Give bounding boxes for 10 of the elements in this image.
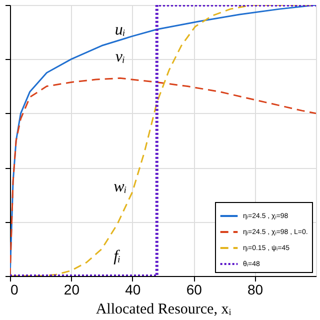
x-tick-label: 20 bbox=[64, 282, 80, 298]
x-tick-label: 60 bbox=[186, 282, 202, 298]
annotation: wᵢ bbox=[114, 178, 127, 196]
annotation: uᵢ bbox=[114, 22, 126, 39]
x-tick-label: 80 bbox=[248, 282, 264, 298]
x-tick-label: 0 bbox=[10, 282, 18, 298]
annotation: fᵢ bbox=[114, 248, 121, 265]
x-tick-label: 40 bbox=[125, 282, 141, 298]
annotation: vᵢ bbox=[115, 48, 125, 66]
x-axis-title: Allocated Resource, xᵢ bbox=[96, 302, 232, 318]
